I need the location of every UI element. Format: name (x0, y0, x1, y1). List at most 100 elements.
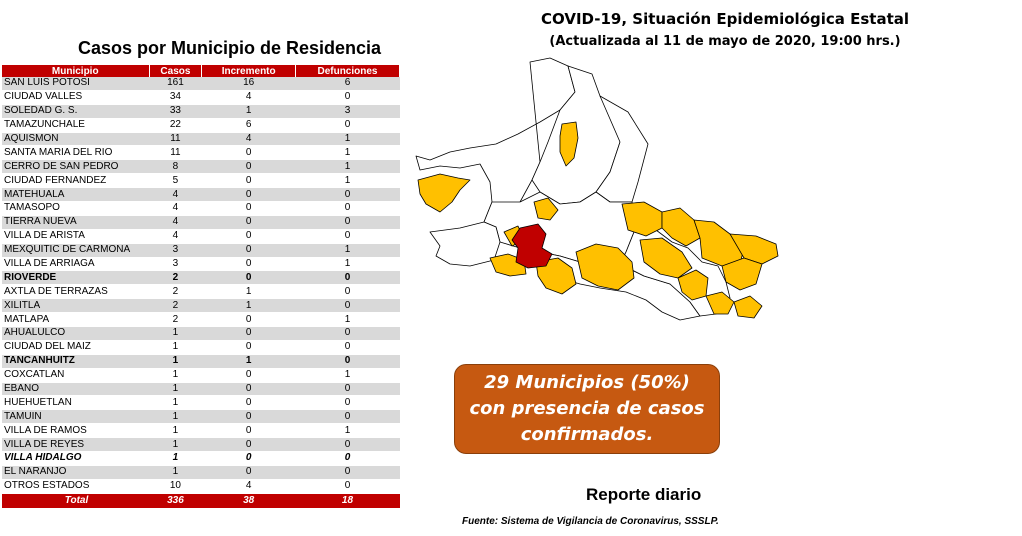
cell-incremento: 0 (201, 465, 296, 480)
map-region-san-luis-potosi (511, 223, 553, 269)
cell-defunciones: 0 (295, 382, 400, 397)
cell-casos: 1 (149, 340, 202, 355)
cell-defunciones: 3 (295, 104, 400, 119)
cell-casos: 4 (149, 187, 202, 203)
cell-defunciones: 0 (295, 90, 400, 105)
table-title: Casos por Municipio de Residencia (78, 38, 382, 58)
cell-incremento: 6 (201, 118, 296, 133)
column-header-casos: Casos (149, 65, 203, 77)
cell-defunciones: 1 (295, 423, 400, 439)
cell-municipio: TANCANHUITZ (2, 354, 149, 369)
cell-casos: 1 (149, 395, 202, 411)
cell-defunciones: 0 (295, 354, 400, 369)
cell-defunciones: 1 (295, 312, 400, 328)
cell-incremento: 0 (201, 340, 296, 355)
table-row: TIERRA NUEVA 4 0 0 (2, 215, 400, 230)
cell-defunciones: 0 (295, 118, 400, 133)
main-subtitle: (Actualizada al 11 de mayo de 2020, 19:0… (549, 34, 901, 49)
cell-casos: 34 (149, 90, 202, 105)
total-casos: 336 (149, 493, 202, 509)
cell-municipio: AXTLA DE TERRAZAS (2, 284, 149, 300)
cell-defunciones: 1 (295, 243, 400, 258)
cell-incremento: 4 (201, 479, 296, 494)
cell-incremento: 0 (201, 173, 296, 189)
cell-incremento: 0 (201, 187, 296, 203)
cell-municipio: HUEHUETLAN (2, 395, 149, 411)
cell-incremento: 4 (201, 90, 296, 105)
cell-defunciones: 0 (295, 298, 400, 314)
map-region-el-naranjo (661, 207, 701, 247)
column-header-defunciones: Defunciones (295, 65, 401, 77)
cell-incremento: 0 (201, 243, 296, 258)
cell-incremento: 0 (201, 409, 296, 425)
cell-municipio: VILLA DE REYES (2, 437, 149, 453)
map-region-vanegas (417, 173, 471, 213)
cell-defunciones: 1 (295, 368, 400, 383)
cell-municipio: RIOVERDE (2, 270, 149, 286)
total-defunciones: 18 (295, 493, 400, 509)
cell-defunciones: 0 (295, 479, 400, 494)
cell-defunciones: 0 (295, 395, 400, 411)
cell-casos: 33 (149, 104, 202, 119)
cell-incremento: 0 (201, 270, 296, 286)
cell-municipio: COXCATLAN (2, 368, 149, 383)
main-title: COVID-19, Situación Epidemiológica Estat… (540, 10, 910, 28)
table-header-row: Municipio Casos Incremento Defunciones (2, 65, 401, 77)
cell-municipio: CIUDAD FERNANDEZ (2, 173, 149, 189)
table-row: CIUDAD DEL MAIZ 1 0 0 (2, 340, 400, 355)
cell-incremento: 0 (201, 229, 296, 244)
map-region-santa-maria (535, 257, 577, 295)
cell-municipio: SAN LUIS POTOSI (2, 77, 149, 91)
cell-defunciones: 0 (295, 465, 400, 480)
cell-incremento: 1 (201, 354, 296, 369)
map-region-matehuala (559, 121, 579, 167)
cell-incremento: 1 (201, 284, 296, 300)
cell-municipio: SOLEDAD G. S. (2, 104, 149, 119)
cell-incremento: 1 (201, 104, 296, 119)
table-row: VILLA HIDALGO 1 0 0 (2, 451, 400, 466)
cell-municipio: MATEHUALA (2, 187, 149, 203)
cell-incremento: 0 (201, 451, 296, 466)
cell-incremento: 0 (201, 312, 296, 328)
cell-defunciones: 0 (295, 215, 400, 230)
cell-defunciones: 0 (295, 437, 400, 453)
cell-casos: 4 (149, 229, 202, 244)
cell-municipio: VILLA DE RAMOS (2, 423, 149, 439)
cell-defunciones: 1 (295, 257, 400, 272)
report-label: Reporte diario (586, 485, 702, 504)
column-header-incremento: Incremento (201, 65, 296, 77)
cell-municipio: VILLA HIDALGO (2, 451, 149, 466)
cell-municipio: MEXQUITIC DE CARMONA (2, 243, 149, 258)
cell-defunciones: 0 (295, 326, 400, 341)
cell-casos: 11 (149, 145, 202, 161)
cell-incremento: 0 (201, 145, 296, 161)
cell-casos: 1 (149, 451, 202, 466)
cell-casos: 10 (149, 479, 202, 494)
cell-incremento: 0 (201, 326, 296, 341)
cell-incremento: 0 (201, 382, 296, 397)
cell-incremento: 0 (201, 257, 296, 272)
table-row: SANTA MARIA DEL RIO 11 0 1 (2, 145, 400, 161)
cell-municipio: XILITLA (2, 298, 149, 314)
cell-defunciones: 1 (295, 132, 400, 147)
cell-municipio: MATLAPA (2, 312, 149, 328)
cell-casos: 1 (149, 326, 202, 341)
cell-incremento: 0 (201, 437, 296, 453)
cell-incremento: 0 (201, 423, 296, 439)
cell-municipio: AQUISMON (2, 132, 149, 147)
cell-casos: 8 (149, 159, 202, 175)
cell-casos: 161 (149, 77, 202, 91)
table-row: AQUISMON 11 4 1 (2, 132, 400, 147)
cell-casos: 2 (149, 284, 202, 300)
cell-casos: 3 (149, 257, 202, 272)
table-row: VILLA DE ARRIAGA 3 0 1 (2, 257, 400, 272)
source-note: Fuente: Sistema de Vigilancia de Coronav… (462, 516, 719, 527)
cell-defunciones: 1 (295, 173, 400, 189)
cell-casos: 2 (149, 312, 202, 328)
cell-defunciones: 1 (295, 159, 400, 175)
cell-municipio: EL NARANJO (2, 465, 149, 480)
cell-incremento: 0 (201, 215, 296, 230)
table-row: CERRO DE SAN PEDRO 8 0 1 (2, 159, 400, 175)
table-row: OTROS ESTADOS 10 4 0 (2, 479, 400, 494)
table-row: TANCANHUITZ 1 1 0 (2, 354, 400, 369)
